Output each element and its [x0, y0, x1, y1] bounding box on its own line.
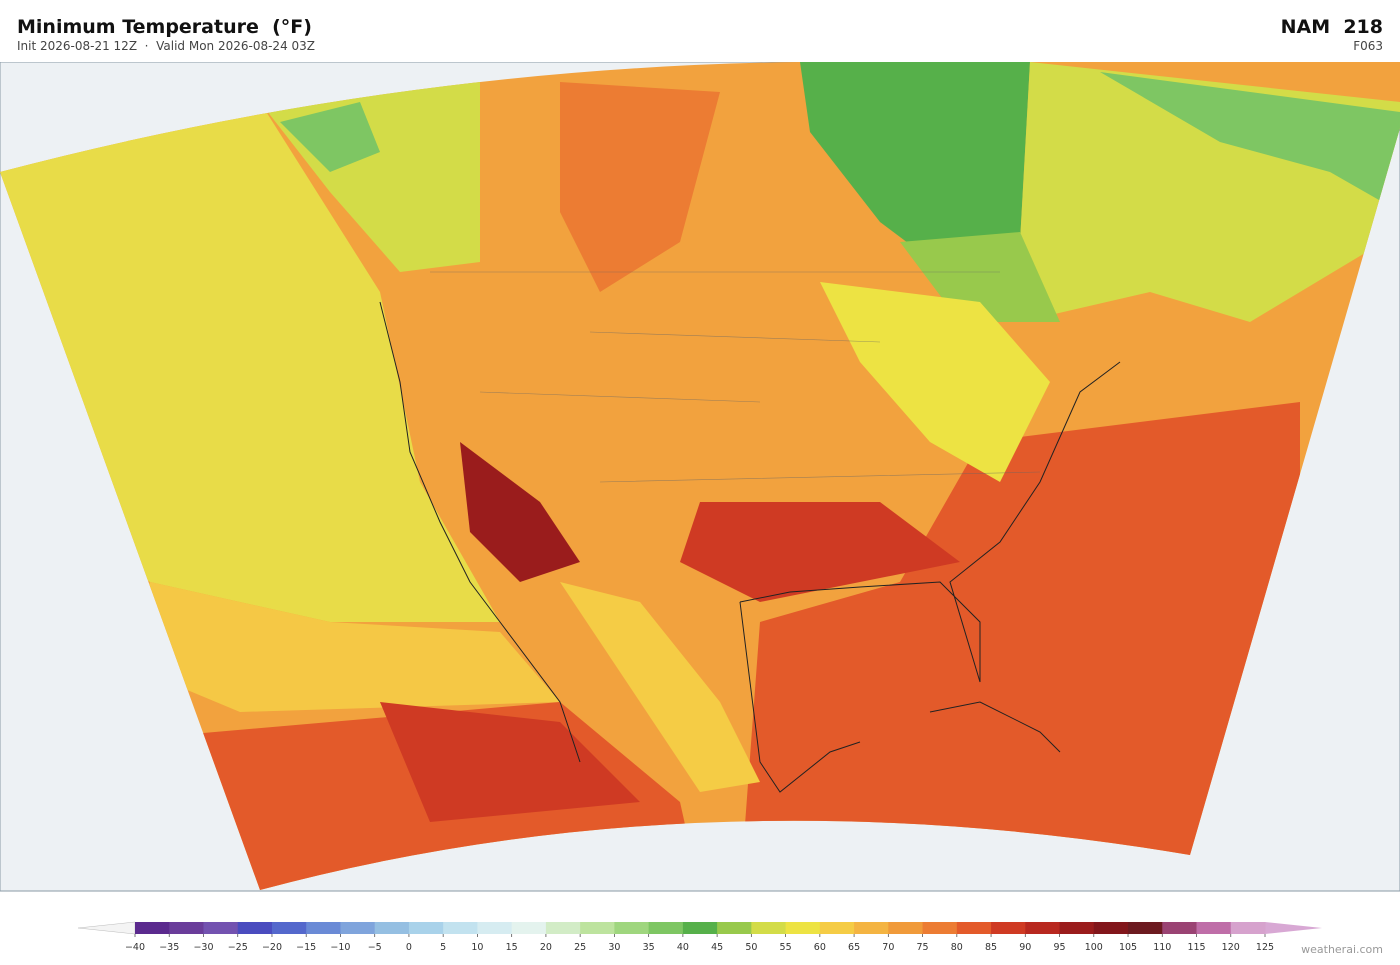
colorbar-segment [237, 922, 273, 934]
colorbar-tick-label: 70 [882, 942, 894, 953]
colorbar-tick-label: 50 [745, 942, 757, 953]
colorbar-over [1265, 922, 1322, 934]
colorbar-segment [511, 922, 547, 934]
colorbar-tick-label: 60 [814, 942, 826, 953]
colorbar-tick-label: 35 [643, 942, 655, 953]
colorbar-tick-label: 45 [711, 942, 723, 953]
colorbar-segment [340, 922, 376, 934]
map [0, 62, 1400, 892]
colorbar-tick-label: 100 [1085, 942, 1103, 953]
colorbar-segment [922, 922, 958, 934]
coastline [379, 301, 581, 763]
colorbar-segment [1230, 922, 1266, 934]
coastline [739, 601, 861, 793]
colorbar-tick-label: 0 [406, 942, 412, 953]
colorbar-tick-label: 20 [540, 942, 552, 953]
colorbar-tick-label: 10 [471, 942, 483, 953]
colorbar-segment [819, 922, 855, 934]
colorbar-segment [545, 922, 581, 934]
colorbar-segment [1162, 922, 1198, 934]
model: NAM 218 [1280, 16, 1383, 38]
colorbar-segment [374, 922, 410, 934]
colorbar-tick-label: 25 [574, 942, 586, 953]
colorbar-segment [648, 922, 684, 934]
colorbar-segment [956, 922, 992, 934]
colorbar-segment [1196, 922, 1232, 934]
colorbar-segment [991, 922, 1026, 934]
colorbar-tick-label: 75 [917, 942, 929, 953]
colorbar-segment [888, 922, 924, 934]
colorbar-segment [1093, 922, 1129, 934]
colorbar-tick-label: 105 [1119, 942, 1137, 953]
colorbar-segment [135, 922, 170, 934]
colorbar-tick-label: 115 [1187, 942, 1205, 953]
coastline [739, 361, 1121, 683]
colorbar-tick-label: −10 [330, 942, 350, 953]
colorbar-segment [271, 922, 307, 934]
colorbar-segment [1025, 922, 1061, 934]
credit: weatherai.com [1301, 943, 1383, 956]
colorbar-tick-label: 80 [951, 942, 963, 953]
colorbar-tick-label: −25 [228, 942, 248, 953]
forecast-hour: F063 [1353, 39, 1383, 53]
colorbar-segment [580, 922, 615, 934]
colorbar-tick-label: 15 [506, 942, 518, 953]
colorbar-tick-label: −5 [368, 942, 382, 953]
colorbar-tick-label: 65 [848, 942, 860, 953]
colorbar-segment [477, 922, 513, 934]
colorbar-segment [408, 922, 444, 934]
colorbar-tick-label: −30 [193, 942, 213, 953]
temperature-field [0, 62, 1400, 890]
island-outline [929, 701, 1061, 753]
colorbar-segment [203, 922, 239, 934]
colorbar-tick-label: −20 [262, 942, 282, 953]
colorbar-tick-label: 55 [780, 942, 792, 953]
colorbar-tick-label: 125 [1256, 942, 1274, 953]
colorbar-tick-label: −35 [159, 942, 179, 953]
colorbar-segment [443, 922, 478, 934]
colorbar-segment [614, 922, 650, 934]
title: Minimum Temperature (°F) [17, 16, 312, 38]
colorbar-tick-label: 110 [1153, 942, 1171, 953]
colorbar-tick-label: 5 [440, 942, 446, 953]
colorbar-under [77, 921, 136, 935]
colorbar-segment [751, 922, 787, 934]
colorbar-segment [1059, 922, 1095, 934]
subtitle: Init 2026-08-21 12Z · Valid Mon 2026-08-… [17, 39, 316, 53]
colorbar-segment [1128, 922, 1163, 934]
colorbar-segment [854, 922, 889, 934]
colorbar-segment [169, 922, 204, 934]
colorbar-tick-label: 40 [677, 942, 689, 953]
state-borders [430, 271, 1041, 483]
colorbar-tick-label: 85 [985, 942, 997, 953]
colorbar-tick-label: 95 [1053, 942, 1065, 953]
colorbar-segment [717, 922, 752, 934]
colorbar: −40 −35 −30 −25 −20 −15 −10 −5 0 5 10 15 20 25 30 35 40 4… [77, 921, 1322, 953]
colorbar-tick-label: 30 [608, 942, 620, 953]
colorbar-segment [306, 922, 341, 934]
colorbar-tick-label: −15 [296, 942, 316, 953]
colorbar-tick-label: 90 [1019, 942, 1031, 953]
colorbar-segment [682, 922, 718, 934]
colorbar-segment [785, 922, 821, 934]
colorbar-tick-label: 120 [1222, 942, 1240, 953]
colorbar-tick-label: −40 [125, 942, 145, 953]
